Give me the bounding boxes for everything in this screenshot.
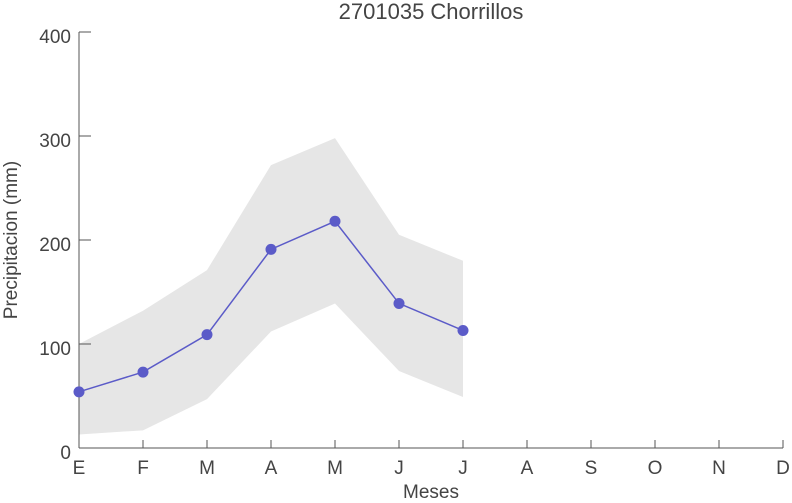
x-tick-label: M <box>199 458 215 479</box>
data-point <box>201 329 213 341</box>
x-tick-label: A <box>265 458 278 479</box>
x-tick-label: F <box>137 458 149 479</box>
chart-title: 2701035 Chorrillos <box>339 0 524 24</box>
x-tick-label: J <box>394 458 404 479</box>
range-band <box>79 138 463 435</box>
y-tick-label: 0 <box>60 443 71 464</box>
data-point <box>457 324 469 336</box>
data-point <box>393 297 405 309</box>
x-tick-label: O <box>648 458 663 479</box>
y-tick-label: 200 <box>39 235 71 256</box>
x-axis-label: Meses <box>403 482 459 503</box>
data-point <box>329 215 341 227</box>
y-tick-label: 400 <box>39 27 71 48</box>
data-point <box>137 366 149 378</box>
x-tick-label: M <box>327 458 343 479</box>
y-axis-label: Precipitacion (mm) <box>1 161 22 319</box>
x-tick-label: D <box>776 458 790 479</box>
x-tick-label: N <box>712 458 726 479</box>
data-point <box>73 386 85 398</box>
x-tick-label: E <box>73 458 86 479</box>
x-tick-label: S <box>585 458 598 479</box>
y-tick-label: 300 <box>39 131 71 152</box>
x-tick-label: J <box>458 458 468 479</box>
x-tick-label: A <box>521 458 534 479</box>
y-tick-label: 100 <box>39 339 71 360</box>
data-point <box>265 243 277 255</box>
